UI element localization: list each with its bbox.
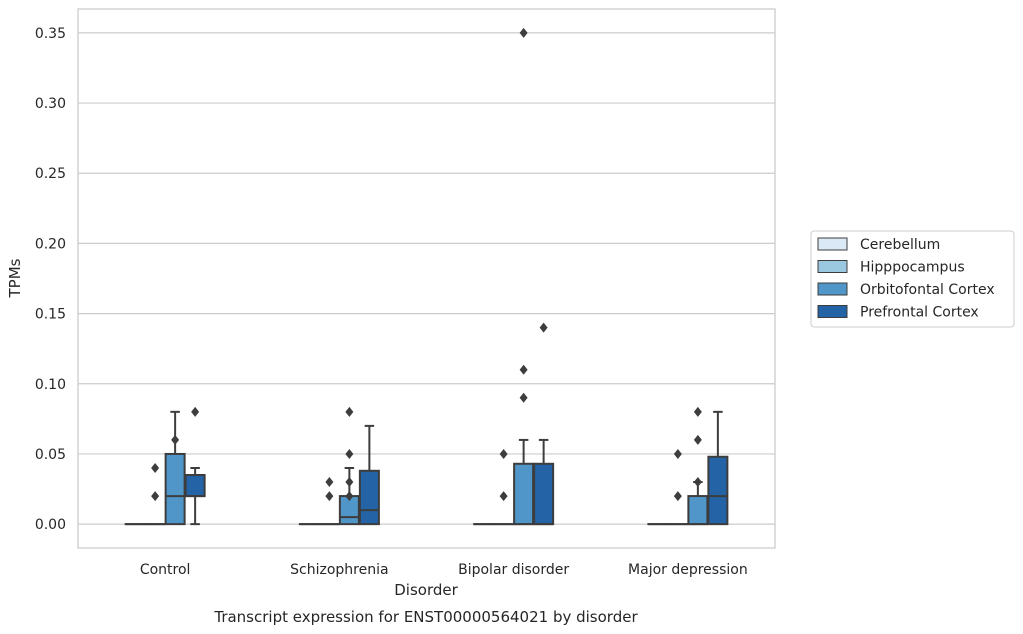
y-tick-label: 0.05 <box>35 447 66 463</box>
box-body <box>184 474 206 498</box>
y-tick-label: 0.35 <box>35 26 66 42</box>
box-body <box>687 495 709 526</box>
legend: Cerebellum Hipppocampus Orbitofontal Corte… <box>810 230 1015 328</box>
outlier-point <box>519 27 528 38</box>
box-prefrontal-cortex <box>707 410 729 526</box>
y-axis-ticks: 0.00 0.05 0.10 0.15 0.20 0.25 0.30 0.35 <box>35 26 66 533</box>
outlier-point <box>151 491 160 502</box>
y-tick-label: 0.20 <box>35 236 66 252</box>
outlier-point <box>191 406 200 417</box>
outlier-point <box>345 477 354 488</box>
legend-swatch <box>817 237 848 251</box>
x-axis-label: Disorder <box>394 581 458 599</box>
y-tick-label: 0.25 <box>35 166 66 182</box>
outlier-point <box>345 406 354 417</box>
outlier-point <box>693 477 702 488</box>
outlier-point <box>673 491 682 502</box>
x-tick-label: Schizophrenia <box>290 562 388 578</box>
outlier-point <box>325 477 334 488</box>
box-body <box>707 455 729 526</box>
y-tick-label: 0.00 <box>35 517 66 533</box>
grid-layer <box>78 32 775 525</box>
box-orbitofontal-cortex <box>164 410 186 526</box>
outlier-point <box>693 406 702 417</box>
y-tick-label: 0.30 <box>35 96 66 112</box>
box-prefrontal-cortex <box>533 322 555 526</box>
box-orbitofontal-cortex <box>513 27 535 526</box>
box-hipppocampus <box>493 448 515 526</box>
legend-label: Hipppocampus <box>860 260 965 276</box>
box-hipppocampus <box>144 462 166 526</box>
outlier-point <box>325 491 334 502</box>
box-layer <box>124 27 729 526</box>
outlier-point <box>519 392 528 403</box>
outlier-point <box>171 434 180 445</box>
outlier-point <box>693 434 702 445</box>
legend-frame <box>810 230 1015 328</box>
box-body <box>164 452 186 526</box>
x-tick-label: Major depression <box>628 562 748 578</box>
box-body <box>533 462 555 526</box>
box-prefrontal-cortex <box>358 424 380 526</box>
y-tick-label: 0.15 <box>35 307 66 323</box>
outlier-point <box>345 491 354 502</box>
legend-label: Cerebellum <box>860 237 940 253</box>
box-hipppocampus <box>667 448 689 526</box>
x-tick-label: Bipolar disorder <box>458 562 569 578</box>
box-hipppocampus <box>318 477 340 526</box>
legend-swatch <box>817 282 848 296</box>
outlier-point <box>499 448 508 459</box>
box-body <box>358 469 380 526</box>
plot-frame <box>77 8 776 549</box>
outlier-point <box>499 491 508 502</box>
y-tick-label: 0.10 <box>35 377 66 393</box>
outlier-point <box>519 364 528 375</box>
x-axis-ticks: Control Schizophrenia Bipolar disorder Majo… <box>140 562 748 578</box>
legend-label: Orbitofontal Cortex <box>860 282 995 298</box>
legend-swatch <box>817 305 848 318</box>
legend-label: Prefrontal Cortex <box>860 305 979 321</box>
box-prefrontal-cortex <box>184 406 206 526</box>
outlier-point <box>673 448 682 459</box>
chart-title: Transcript expression for ENST0000056402… <box>213 608 638 626</box>
x-tick-label: Control <box>140 562 191 578</box>
outlier-point <box>539 322 548 333</box>
box-orbitofontal-cortex <box>338 406 360 526</box>
outlier-point <box>151 462 160 473</box>
y-axis-label: TPMs <box>6 258 24 298</box>
box-orbitofontal-cortex <box>687 406 709 526</box>
legend-swatch <box>817 260 848 273</box>
box-body <box>513 462 535 526</box>
outlier-point <box>345 448 354 459</box>
